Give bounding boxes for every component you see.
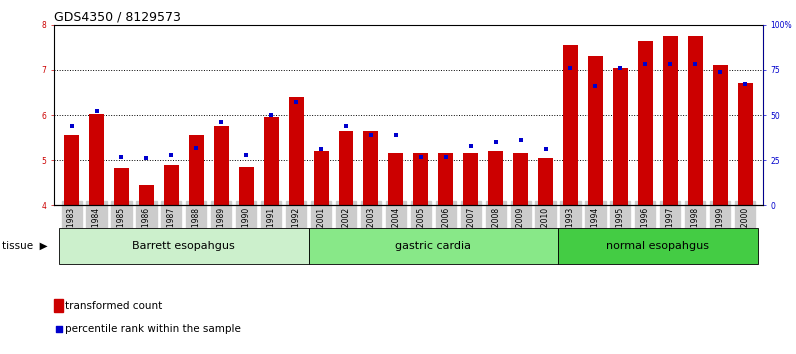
Bar [64, 135, 79, 205]
Text: normal esopahgus: normal esopahgus [607, 241, 709, 251]
Text: tissue  ▶: tissue ▶ [2, 241, 47, 251]
Bar [309, 228, 558, 264]
Bar [164, 165, 179, 205]
Point [140, 155, 153, 161]
Bar [54, 299, 63, 312]
Point [490, 139, 502, 145]
Point [464, 143, 477, 149]
Bar [588, 56, 603, 205]
Text: transformed count: transformed count [65, 301, 162, 311]
Point [614, 65, 626, 71]
Bar [89, 114, 104, 205]
Bar [463, 153, 478, 205]
Bar [388, 153, 404, 205]
Bar [538, 158, 553, 205]
Point [240, 152, 252, 158]
Text: gastric cardia: gastric cardia [396, 241, 471, 251]
Point [664, 62, 677, 67]
Point [389, 132, 402, 138]
Point [65, 123, 78, 129]
Bar [663, 36, 677, 205]
Bar [239, 167, 254, 205]
Point [689, 62, 701, 67]
Bar [139, 185, 154, 205]
Point [265, 112, 278, 118]
Bar [712, 65, 728, 205]
Bar [563, 45, 578, 205]
Point [314, 147, 327, 152]
Bar [338, 131, 353, 205]
Point [290, 99, 302, 105]
Point [514, 137, 527, 143]
Bar [613, 68, 628, 205]
Point [415, 154, 427, 159]
Bar [59, 228, 309, 264]
Text: GDS4350 / 8129573: GDS4350 / 8129573 [54, 11, 181, 24]
Point [714, 69, 727, 75]
Bar [738, 84, 752, 205]
Bar [314, 151, 329, 205]
Bar [439, 153, 453, 205]
Bar [289, 97, 303, 205]
Point [439, 154, 452, 159]
Bar [413, 153, 428, 205]
Text: percentile rank within the sample: percentile rank within the sample [65, 324, 241, 334]
Bar [513, 153, 528, 205]
Bar [688, 36, 703, 205]
Point [564, 65, 577, 71]
Point [539, 147, 552, 152]
Point [215, 119, 228, 125]
Point [639, 62, 652, 67]
Point [739, 81, 751, 87]
Bar [189, 135, 204, 205]
Bar [558, 228, 758, 264]
Point [115, 154, 128, 159]
Point [340, 123, 353, 129]
Bar [214, 126, 228, 205]
Point [287, 218, 299, 223]
Point [90, 109, 103, 114]
Point [190, 145, 203, 150]
Bar [488, 151, 503, 205]
Bar [638, 41, 653, 205]
Point [165, 152, 178, 158]
Bar [364, 131, 378, 205]
Point [589, 83, 602, 89]
Text: Barrett esopahgus: Barrett esopahgus [132, 241, 235, 251]
Bar [114, 168, 129, 205]
Point [365, 132, 377, 138]
Bar [263, 117, 279, 205]
